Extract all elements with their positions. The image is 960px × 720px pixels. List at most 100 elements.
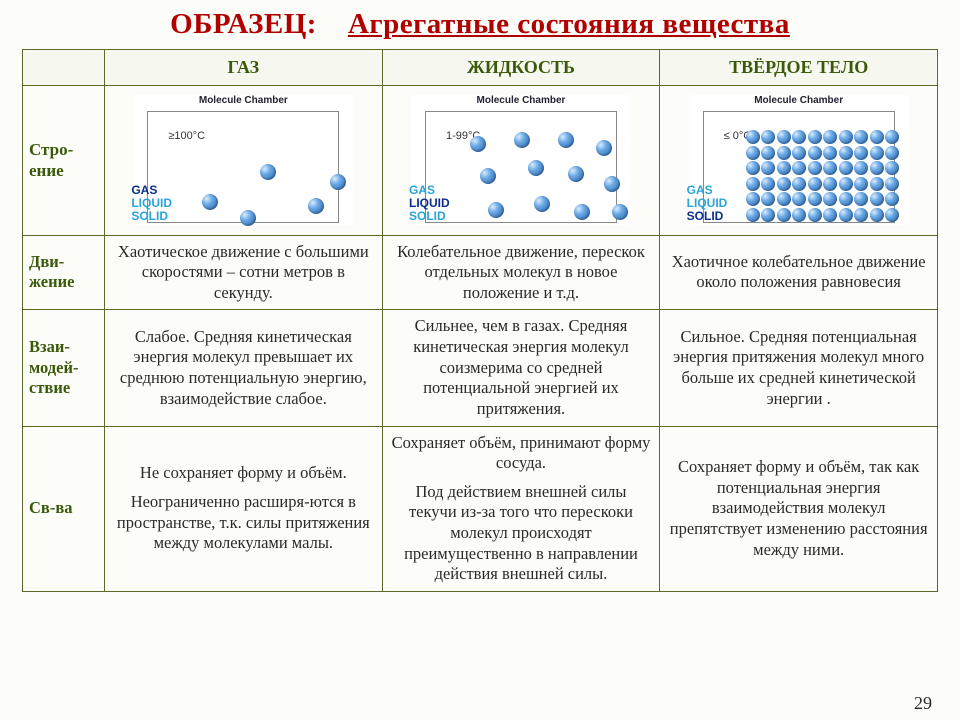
row-motion: Дви-жение Хаотическое движение с большим… bbox=[23, 235, 938, 310]
molecule-icon bbox=[870, 130, 884, 144]
molecule-icon bbox=[839, 192, 853, 206]
cell-properties-gas: Не сохраняет форму и объём. Неограниченн… bbox=[105, 426, 383, 591]
row-structure: Стро-ение Molecule Chamber ≥100°C GAS LI… bbox=[23, 85, 938, 235]
molecule-icon bbox=[808, 130, 822, 144]
props-gas-p2: Неограниченно расширя-ются в пространств… bbox=[113, 492, 374, 554]
molecule-icon bbox=[823, 161, 837, 175]
props-gas-p1: Не сохраняет форму и объём. bbox=[113, 463, 374, 484]
row-properties: Св-ва Не сохраняет форму и объём. Неогра… bbox=[23, 426, 938, 591]
cell-motion-gas: Хаотическое движение с большими скоростя… bbox=[105, 235, 383, 310]
side-solid-label: SOLID bbox=[131, 210, 191, 223]
side-solid-label: SOLID bbox=[687, 210, 747, 223]
chamber-title: Molecule Chamber bbox=[411, 95, 631, 111]
molecule-icon bbox=[885, 146, 899, 160]
header-gas: ГАЗ bbox=[105, 50, 383, 86]
molecule-icon bbox=[488, 202, 504, 218]
chamber-gas: Molecule Chamber ≥100°C GAS LIQUID SOLID bbox=[133, 95, 353, 225]
molecule-icon bbox=[839, 177, 853, 191]
chamber-side-labels: GAS LIQUID SOLID bbox=[687, 184, 747, 223]
molecule-icon bbox=[558, 132, 574, 148]
molecule-icon bbox=[761, 130, 775, 144]
chamber-side-labels: GAS LIQUID SOLID bbox=[409, 184, 469, 223]
header-solid: ТВЁРДОЕ ТЕЛО bbox=[660, 50, 938, 86]
molecule-icon bbox=[792, 208, 806, 222]
molecule-icon bbox=[854, 130, 868, 144]
molecule-icon bbox=[870, 146, 884, 160]
chamber-title: Molecule Chamber bbox=[133, 95, 353, 111]
molecule-icon bbox=[761, 146, 775, 160]
molecule-icon bbox=[777, 161, 791, 175]
molecule-icon bbox=[885, 130, 899, 144]
molecule-icon bbox=[870, 161, 884, 175]
molecule-icon bbox=[308, 198, 324, 214]
cell-interaction-gas: Слабое. Средняя кинетическая энергия мол… bbox=[105, 310, 383, 426]
title-label: ОБРАЗЕЦ: bbox=[170, 8, 317, 40]
chamber-temp: ≥100°C bbox=[168, 130, 205, 144]
props-solid-p1: Сохраняет форму и объём, так как потенци… bbox=[668, 457, 929, 560]
molecule-icon bbox=[574, 204, 590, 220]
molecule-icon bbox=[808, 208, 822, 222]
molecule-icon bbox=[746, 177, 760, 191]
cell-structure-solid: Molecule Chamber ≤ 0°C GAS LIQUID SOLID bbox=[660, 85, 938, 235]
chamber-title: Molecule Chamber bbox=[689, 95, 909, 111]
molecule-icon bbox=[870, 192, 884, 206]
molecule-icon bbox=[534, 196, 550, 212]
side-solid-label: SOLID bbox=[409, 210, 469, 223]
molecule-icon bbox=[202, 194, 218, 210]
cell-interaction-solid: Сильное. Средняя потенциальная энергия п… bbox=[660, 310, 938, 426]
molecule-icon bbox=[885, 177, 899, 191]
molecule-icon bbox=[808, 192, 822, 206]
molecule-icon bbox=[568, 166, 584, 182]
molecule-icon bbox=[777, 208, 791, 222]
molecule-icon bbox=[792, 177, 806, 191]
page-number: 29 bbox=[914, 693, 932, 714]
molecule-icon bbox=[808, 161, 822, 175]
molecule-icon bbox=[823, 130, 837, 144]
molecule-icon bbox=[746, 192, 760, 206]
molecule-icon bbox=[746, 146, 760, 160]
molecule-icon bbox=[823, 177, 837, 191]
molecule-icon bbox=[792, 192, 806, 206]
molecule-icon bbox=[480, 168, 496, 184]
molecule-icon bbox=[792, 130, 806, 144]
props-liquid-p2: Под действием внешней силы текучи из-за … bbox=[391, 482, 652, 585]
molecule-icon bbox=[746, 161, 760, 175]
molecule-icon bbox=[854, 177, 868, 191]
molecule-icon bbox=[260, 164, 276, 180]
molecule-icon bbox=[885, 208, 899, 222]
header-liquid: ЖИДКОСТЬ bbox=[382, 50, 660, 86]
molecule-icon bbox=[761, 177, 775, 191]
chamber-liquid: Molecule Chamber 1-99°C GAS LIQUID SOLID bbox=[411, 95, 631, 225]
molecule-icon bbox=[761, 192, 775, 206]
rowhead-interaction: Взаи-модей-ствие bbox=[23, 310, 105, 426]
molecule-icon bbox=[808, 177, 822, 191]
rowhead-structure: Стро-ение bbox=[23, 85, 105, 235]
states-table: ГАЗ ЖИДКОСТЬ ТВЁРДОЕ ТЕЛО Стро-ение Mole… bbox=[22, 49, 938, 592]
rowhead-motion: Дви-жение bbox=[23, 235, 105, 310]
molecule-icon bbox=[528, 160, 544, 176]
props-liquid-p1: Сохраняет объём, принимают форму сосуда. bbox=[391, 433, 652, 474]
molecule-icon bbox=[823, 192, 837, 206]
molecule-icon bbox=[330, 174, 346, 190]
chamber-solid: Molecule Chamber ≤ 0°C GAS LIQUID SOLID bbox=[689, 95, 909, 225]
molecule-icon bbox=[792, 146, 806, 160]
molecule-icon bbox=[854, 208, 868, 222]
cell-motion-solid: Хаотичное колебательное движение около п… bbox=[660, 235, 938, 310]
molecule-icon bbox=[777, 146, 791, 160]
header-blank bbox=[23, 50, 105, 86]
molecule-icon bbox=[761, 161, 775, 175]
molecule-icon bbox=[870, 208, 884, 222]
chamber-side-labels: GAS LIQUID SOLID bbox=[131, 184, 191, 223]
rowhead-properties: Св-ва bbox=[23, 426, 105, 591]
title-main: Агрегатные состояния вещества bbox=[348, 8, 790, 40]
cell-properties-liquid: Сохраняет объём, принимают форму сосуда.… bbox=[382, 426, 660, 591]
cell-structure-gas: Molecule Chamber ≥100°C GAS LIQUID SOLID bbox=[105, 85, 383, 235]
cell-interaction-liquid: Сильнее, чем в газах. Средняя кинетическ… bbox=[382, 310, 660, 426]
molecule-icon bbox=[777, 130, 791, 144]
page: ОБРАЗЕЦ: Агрегатные состояния вещества Г… bbox=[0, 0, 960, 720]
molecule-icon bbox=[596, 140, 612, 156]
molecule-icon bbox=[854, 146, 868, 160]
molecule-icon bbox=[885, 192, 899, 206]
molecule-icon bbox=[792, 161, 806, 175]
molecule-icon bbox=[823, 208, 837, 222]
